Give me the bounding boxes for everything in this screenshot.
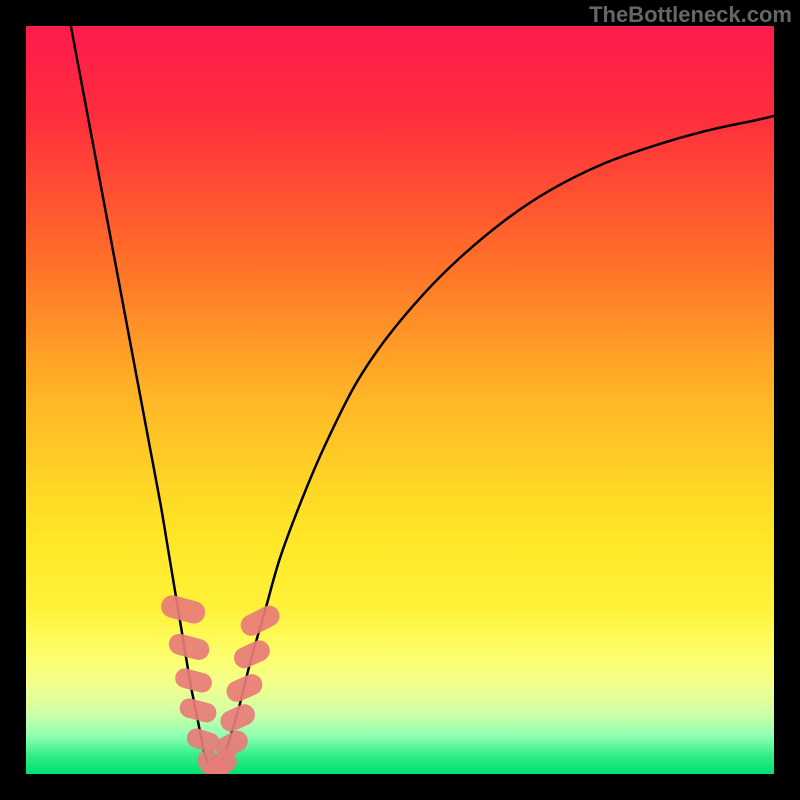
bottleneck-chart: [0, 0, 800, 800]
gradient-background: [26, 26, 774, 774]
chart-container: { "meta": { "watermark_text": "TheBottle…: [0, 0, 800, 800]
watermark-text: TheBottleneck.com: [589, 2, 792, 28]
